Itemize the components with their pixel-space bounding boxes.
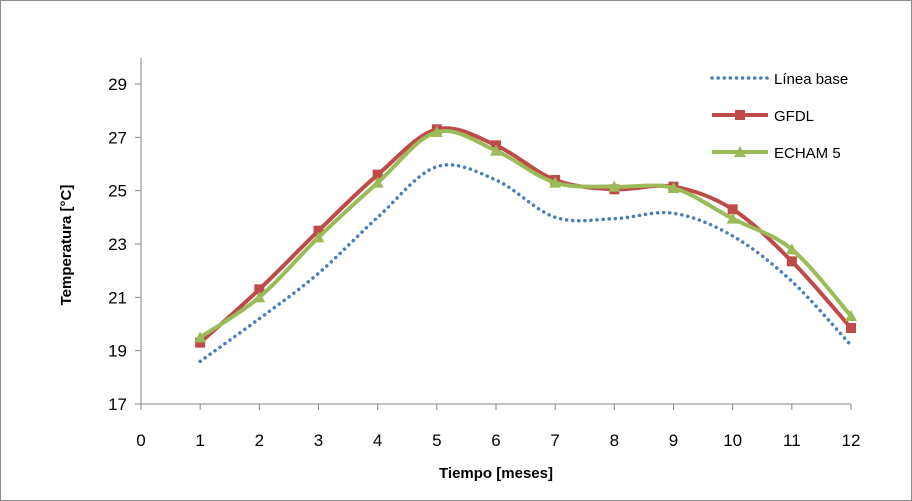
legend-item-gfdl: GFDL [712,108,814,125]
data-point-echam-5 [785,243,798,255]
y-tick-label: 23 [108,235,127,254]
legend-label-echam-5: ECHAM 5 [774,145,841,162]
x-tick-label: 5 [432,431,441,450]
legend-item-echam-5: ECHAM 5 [712,145,841,162]
legend-item-l-nea-base: Línea base [710,71,848,88]
y-tick-label: 29 [108,75,127,94]
legend-marker-gfdl [735,110,745,120]
data-point-echam-5 [845,310,857,321]
data-point-gfdl [786,256,797,267]
x-tick-label: 7 [550,431,559,450]
data-point-gfdl [195,337,206,348]
data-point-gfdl [254,284,265,295]
x-tick-label: 1 [195,431,204,450]
data-point-echam-5 [194,331,207,343]
series-line-l-nea-base [198,163,853,364]
legend: Línea base GFDL ECHAM 5 [710,71,848,162]
series-echam-5 [194,126,857,343]
series-line-echam-5 [199,128,853,339]
x-tick-label: 0 [136,431,145,450]
y-tick-label: 27 [108,128,127,147]
y-axis-title: Temperatura [°C] [58,185,75,306]
x-tick-label: 12 [842,431,861,450]
data-point-gfdl [846,323,856,333]
legend-label-gfdl: GFDL [774,108,814,125]
legend-label-l-nea-base: Línea base [774,71,848,88]
data-point-echam-5 [253,291,266,303]
data-point-gfdl [727,204,738,215]
x-tick-label: 10 [723,431,742,450]
series-gfdl [195,124,856,348]
data-point-echam-5 [726,212,739,224]
legend-marker-echam-5 [734,146,746,157]
y-tick-label: 25 [108,182,127,201]
x-tick-label: 3 [314,431,323,450]
data-point-echam-5 [608,180,621,192]
x-axis-title: Tiempo [meses] [439,465,553,482]
y-tick-label: 19 [108,342,127,361]
x-tick-label: 9 [669,431,678,450]
x-tick-label: 4 [373,431,382,450]
data-point-echam-5 [549,176,562,188]
series-l-nea-base [198,163,853,364]
data-point-echam-5 [371,176,384,188]
data-point-echam-5 [312,231,325,243]
x-tick-label: 6 [491,431,500,450]
series-layer [194,124,857,364]
x-tick-label: 11 [783,431,801,450]
y-tick-label: 21 [108,288,127,307]
data-point-echam-5 [667,182,680,193]
series-line-gfdl [198,126,853,345]
x-tick-label: 8 [610,431,619,450]
data-point-gfdl [372,169,383,180]
data-point-echam-5 [430,126,443,137]
x-tick-label: 2 [255,431,264,450]
data-point-echam-5 [490,144,502,156]
data-point-gfdl [313,225,324,236]
y-tick-label: 17 [108,395,127,414]
